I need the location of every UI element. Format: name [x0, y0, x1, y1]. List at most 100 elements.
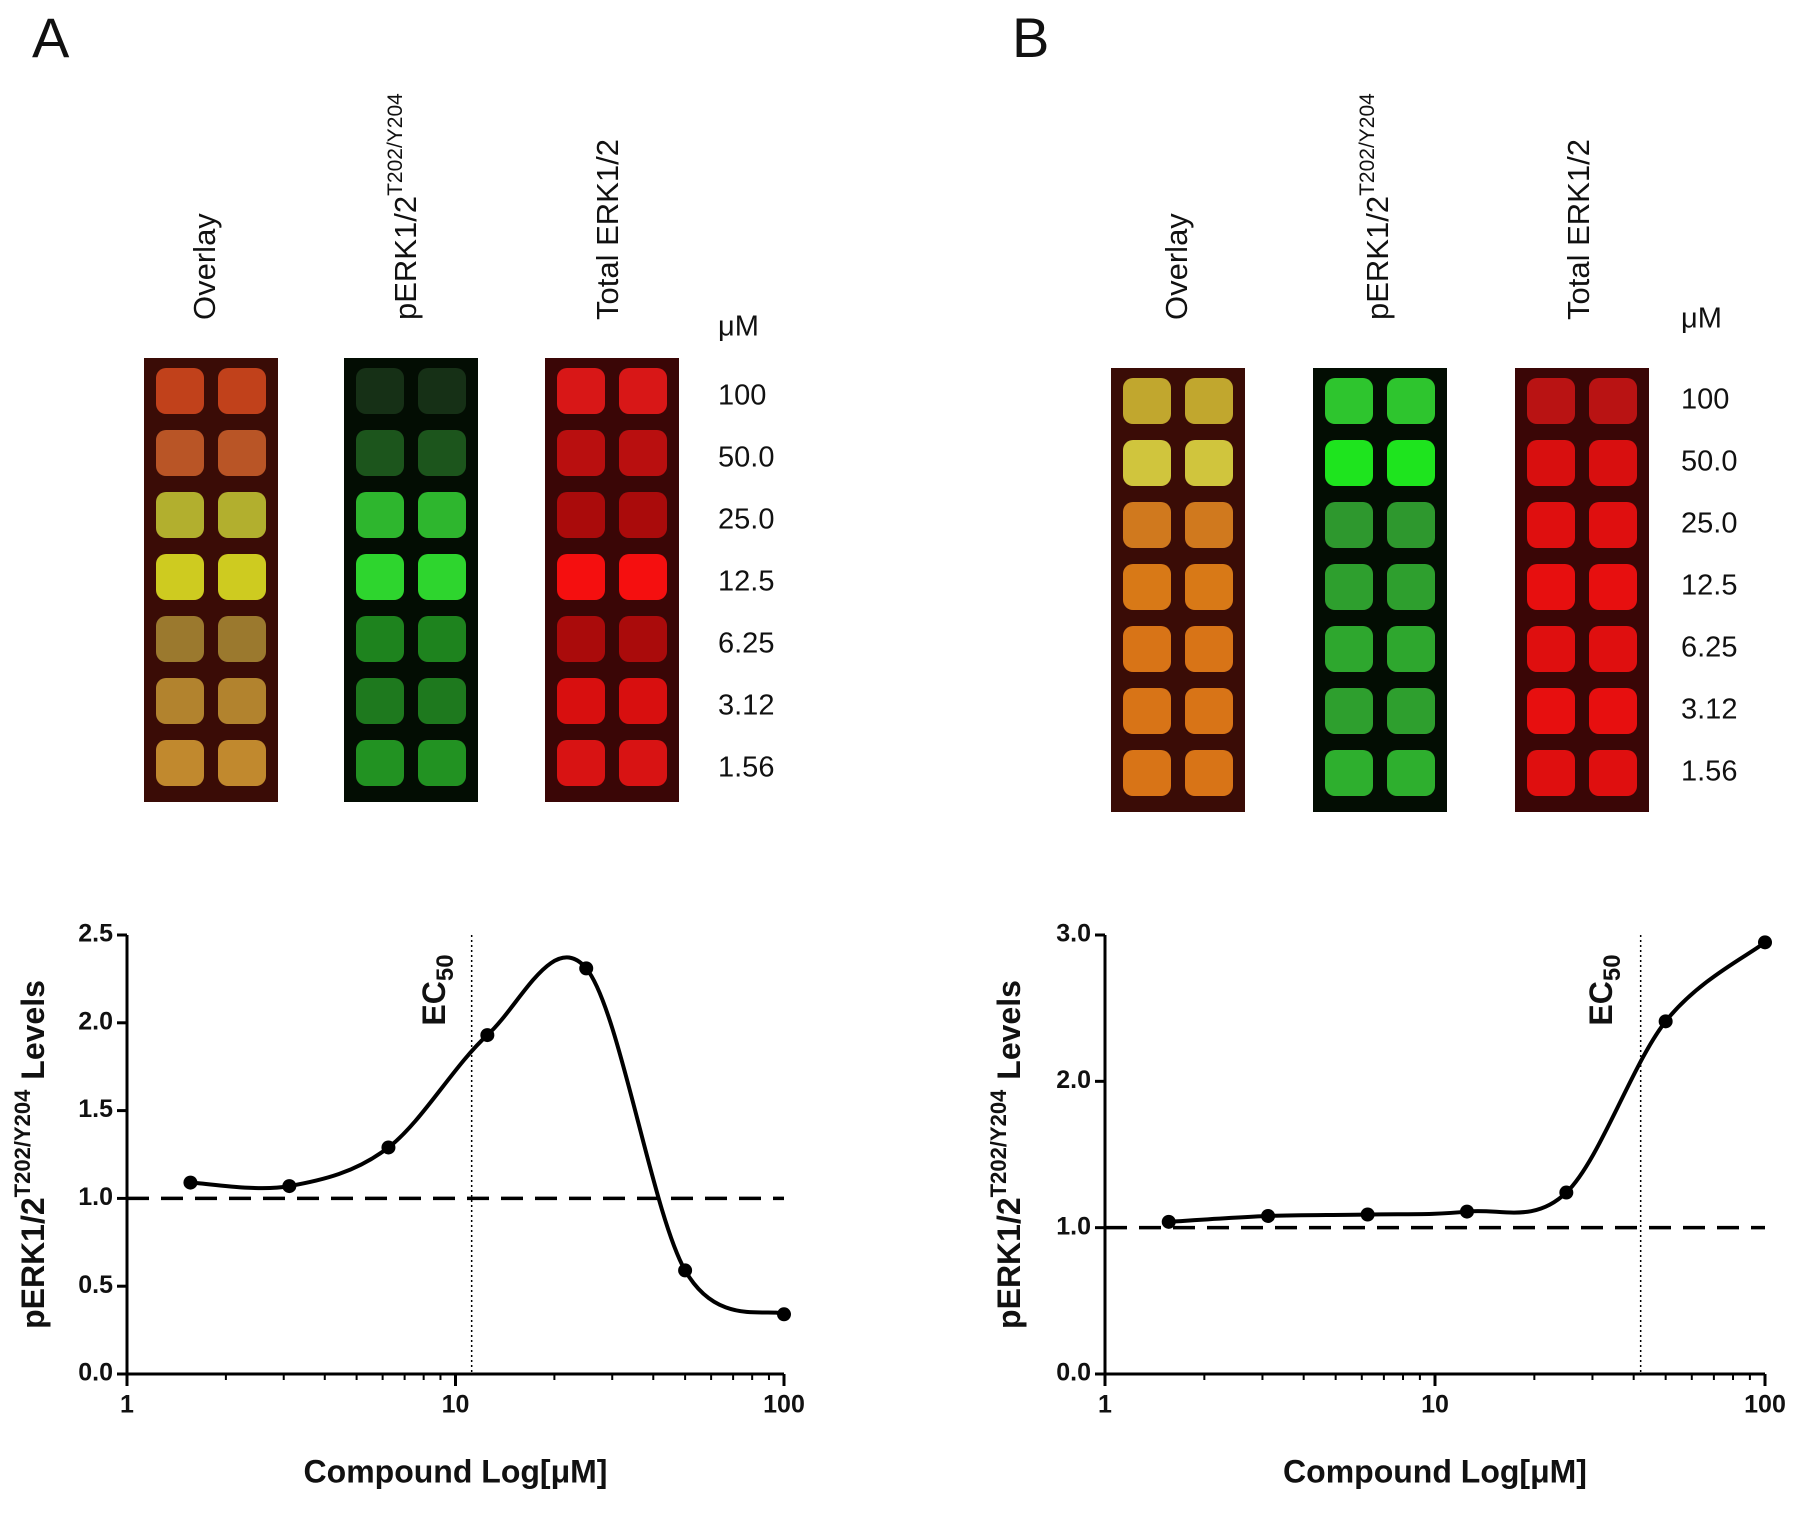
well: [1387, 688, 1435, 734]
column-header: pERK1/2T202/Y204: [384, 93, 424, 320]
data-point: [579, 961, 594, 976]
well: [218, 616, 266, 662]
well: [156, 616, 204, 662]
column-header: Overlay: [187, 213, 222, 320]
well: [1123, 502, 1171, 548]
well: [1325, 502, 1373, 548]
well: [619, 368, 667, 414]
well: [1527, 750, 1575, 796]
well: [156, 430, 204, 476]
data-point: [1459, 1204, 1474, 1219]
well: [218, 430, 266, 476]
well: [1589, 688, 1637, 734]
well: [418, 740, 466, 786]
x-tick-label: 10: [1421, 1391, 1449, 1419]
x-tick-label: 100: [1744, 1391, 1786, 1419]
data-point: [381, 1140, 396, 1155]
well: [1123, 378, 1171, 424]
y-tick-label: 0.0: [78, 1359, 113, 1387]
well: [418, 678, 466, 724]
column-header: Total ERK1/2: [590, 139, 625, 320]
well: [1527, 502, 1575, 548]
concentration-label: 100: [1681, 384, 1729, 416]
concentration-label: 3.12: [1681, 694, 1737, 726]
well: [156, 554, 204, 600]
data-point: [1658, 1014, 1673, 1029]
well: [619, 430, 667, 476]
column-header-text: pERK1/2: [1360, 196, 1395, 320]
column-header-text: Total ERK1/2: [590, 139, 625, 320]
well: [557, 740, 605, 786]
data-point: [1758, 935, 1772, 950]
y-tick-label: 2.0: [1056, 1066, 1091, 1094]
well: [1589, 626, 1637, 672]
well: [1185, 564, 1233, 610]
well: [1325, 564, 1373, 610]
x-tick-label: 1: [120, 1391, 134, 1419]
well: [1527, 626, 1575, 672]
well: [356, 368, 404, 414]
y-axis-label-rest: Levels: [991, 980, 1027, 1080]
well: [218, 368, 266, 414]
well: [1325, 750, 1373, 796]
concentration-label: 25.0: [1681, 508, 1737, 540]
x-tick-label: 1: [1098, 1391, 1112, 1419]
well: [557, 616, 605, 662]
well: [1527, 688, 1575, 734]
concentration-label: 50.0: [718, 442, 774, 474]
concentration-label: 25.0: [718, 504, 774, 536]
well: [418, 368, 466, 414]
well: [557, 430, 605, 476]
data-point: [1161, 1214, 1176, 1229]
well: [1123, 626, 1171, 672]
well: [1387, 378, 1435, 424]
y-axis-label-sup: T202/Y204: [10, 1089, 35, 1197]
concentration-label: 50.0: [1681, 446, 1737, 478]
concentration-label: 12.5: [718, 566, 774, 598]
well: [1387, 502, 1435, 548]
column-header-text: Total ERK1/2: [1561, 139, 1596, 320]
well: [619, 740, 667, 786]
data-point: [678, 1263, 693, 1278]
column-header: pERK1/2T202/Y204: [1356, 93, 1396, 320]
data-point: [777, 1307, 791, 1322]
well: [1325, 440, 1373, 486]
data-point: [1360, 1207, 1375, 1222]
well: [1185, 688, 1233, 734]
column-header-sup: T202/Y204: [1356, 93, 1379, 196]
y-tick-label: 2.5: [78, 920, 113, 948]
ec50-sub: 50: [432, 954, 459, 981]
well: [356, 740, 404, 786]
y-axis-label-sup: T202/Y204: [986, 1089, 1011, 1197]
well: [557, 554, 605, 600]
well: [1589, 440, 1637, 486]
well: [218, 554, 266, 600]
y-axis-label-text: pERK1/2: [15, 1197, 51, 1329]
well: [356, 430, 404, 476]
well: [1185, 750, 1233, 796]
well: [156, 678, 204, 724]
well: [218, 492, 266, 538]
well: [619, 554, 667, 600]
well: [1387, 626, 1435, 672]
well: [156, 492, 204, 538]
well: [218, 678, 266, 724]
well: [1589, 564, 1637, 610]
well: [619, 678, 667, 724]
concentration-label: 3.12: [718, 690, 774, 722]
y-tick-label: 0.0: [1056, 1359, 1091, 1387]
x-axis-label: Compound Log[μM]: [1283, 1453, 1587, 1489]
well: [1123, 440, 1171, 486]
well: [156, 368, 204, 414]
ec50-label: EC50: [1583, 954, 1626, 1025]
well: [1185, 626, 1233, 672]
well: [1527, 564, 1575, 610]
well: [1325, 688, 1373, 734]
x-tick-label: 100: [763, 1391, 805, 1419]
y-axis-label-text: pERK1/2: [991, 1197, 1027, 1329]
well: [1589, 502, 1637, 548]
data-point: [183, 1175, 198, 1190]
well: [619, 492, 667, 538]
well: [1185, 502, 1233, 548]
